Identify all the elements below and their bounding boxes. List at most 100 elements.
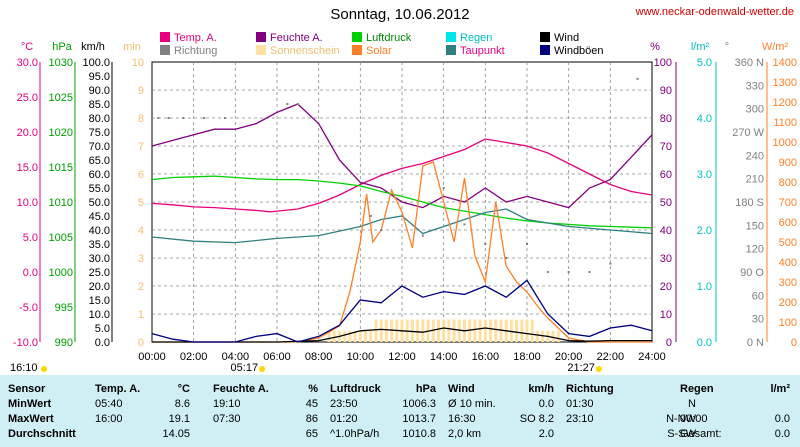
tick-solar: 1400 (773, 57, 797, 69)
legend-swatch (352, 45, 362, 55)
axis-unit-rain: l/m² (691, 41, 710, 53)
sunshine-bar (535, 330, 539, 342)
tick-solar: 400 (779, 257, 797, 269)
table-cell: 23:50 (330, 398, 358, 410)
axis-unit-sunshine: min (123, 41, 141, 53)
x-tick-label: 24:00 (638, 351, 666, 363)
legend-label: Solar (366, 45, 392, 57)
sunshine-bar (556, 330, 560, 342)
tick-humidity: 40 (660, 225, 672, 237)
table-cell: 1013.7 (402, 413, 436, 425)
tick-rain: 0.0 (697, 337, 712, 349)
x-tick-label: 06:00 (263, 351, 291, 363)
table-header-cell: km/h (528, 383, 554, 395)
tick-solar: 200 (779, 297, 797, 309)
direction-dot (442, 187, 445, 189)
x-tick-label: 08:00 (305, 351, 333, 363)
table-cell: MinWert (8, 398, 52, 410)
sunset-marker (595, 366, 602, 372)
sunset-label: 21:27 (567, 362, 595, 374)
tick-sunshine: 7 (138, 141, 144, 153)
x-tick-label: 12:00 (388, 351, 416, 363)
sunshine-bar (473, 319, 477, 342)
sunshine-bar (530, 319, 534, 342)
table-cell: 1010.8 (402, 428, 436, 440)
page-title: Sonntag, 10.06.2012 (330, 6, 470, 23)
tick-direction: 60 (752, 290, 764, 302)
direction-dot (167, 117, 170, 119)
tick-solar: 1100 (773, 117, 797, 129)
tick-direction: 270 W (732, 127, 764, 139)
direction-dot (505, 257, 508, 259)
table-cell: S-SW (667, 428, 696, 440)
x-tick-label: 18:00 (513, 351, 541, 363)
direction-dot (463, 223, 466, 226)
sunshine-bar (520, 319, 524, 342)
table-cell: 1006.3 (402, 398, 436, 410)
tick-wind: 65.0 (89, 155, 110, 167)
table-header-cell: Feuchte A. (213, 383, 269, 395)
sunshine-bar (379, 319, 383, 342)
tick-humidity: 60 (660, 169, 672, 181)
tick-sunshine: 0 (138, 337, 144, 349)
sunshine-bar (525, 319, 529, 342)
tick-pressure: 1020 (49, 127, 73, 139)
sunshine-bar (447, 319, 451, 342)
tick-rain: 1.0 (697, 281, 712, 293)
tick-direction: 300 (746, 104, 764, 116)
sunshine-bar (364, 330, 368, 342)
x-tick-label: 02:00 (180, 351, 208, 363)
sunshine-bar (494, 319, 498, 342)
table-header-cell: Temp. A. (95, 383, 141, 395)
tick-wind: 75.0 (89, 127, 110, 139)
direction-dot (157, 117, 160, 119)
legend-humidity: Feuchte A. (256, 32, 323, 44)
sunshine-bar (436, 319, 440, 342)
table-cell: 16:00 (95, 413, 123, 425)
series-line-temp-a- (151, 138, 653, 213)
table-header-cell: l/m² (770, 383, 790, 395)
legend-label: Temp. A. (174, 32, 217, 44)
direction-dot (636, 77, 639, 80)
tick-direction: 330 (746, 80, 764, 92)
tick-temp: 20.0 (17, 127, 38, 139)
tick-pressure: 1000 (49, 267, 73, 279)
sunrise-label: 05:17 (231, 362, 259, 374)
table-header-cell: Richtung (566, 383, 614, 395)
tick-direction: 30 (752, 314, 764, 326)
tick-wind: 55.0 (89, 183, 110, 195)
tick-solar: 900 (779, 157, 797, 169)
sunshine-bar (358, 330, 362, 342)
tick-wind: 60.0 (89, 169, 110, 181)
tick-wind: 40.0 (89, 225, 110, 237)
direction-dot (567, 271, 570, 273)
tick-direction: 180 S (735, 197, 764, 209)
sunshine-bar (468, 319, 472, 342)
legend-label: Regen (460, 32, 493, 44)
table-cell: 0.0 (538, 398, 554, 410)
legend-dewpoint: Taupunkt (446, 45, 505, 57)
stats-table: Sensor Temp. A. °C Feuchte A.% Luftdruck hPa W… (0, 375, 800, 447)
sunshine-bar (515, 319, 519, 342)
legend-solar: Solar (352, 45, 392, 57)
tick-direction: 0 N (747, 337, 764, 349)
tick-solar: 1000 (773, 137, 797, 149)
axis-unit-humidity: % (650, 41, 660, 53)
sunshine-bar (483, 319, 487, 342)
legend-swatch (540, 45, 550, 55)
tick-direction: 240 (746, 150, 764, 162)
tick-wind: 0.0 (95, 337, 110, 349)
tick-wind: 70.0 (89, 141, 110, 153)
table-cell: 00:00 (680, 413, 708, 425)
legend-label: Wind (554, 32, 580, 44)
direction-dot (484, 243, 487, 245)
tick-humidity: 0 (666, 337, 672, 349)
table-cell: 65 (305, 428, 318, 440)
tick-direction: 150 (746, 220, 764, 232)
tick-pressure: 995 (55, 302, 73, 314)
table-cell: 8.6 (174, 398, 190, 410)
tick-wind: 90.0 (89, 85, 110, 97)
sunshine-bar (416, 319, 420, 342)
table-header-cell: Wind (448, 383, 475, 395)
direction-dot (609, 262, 612, 265)
